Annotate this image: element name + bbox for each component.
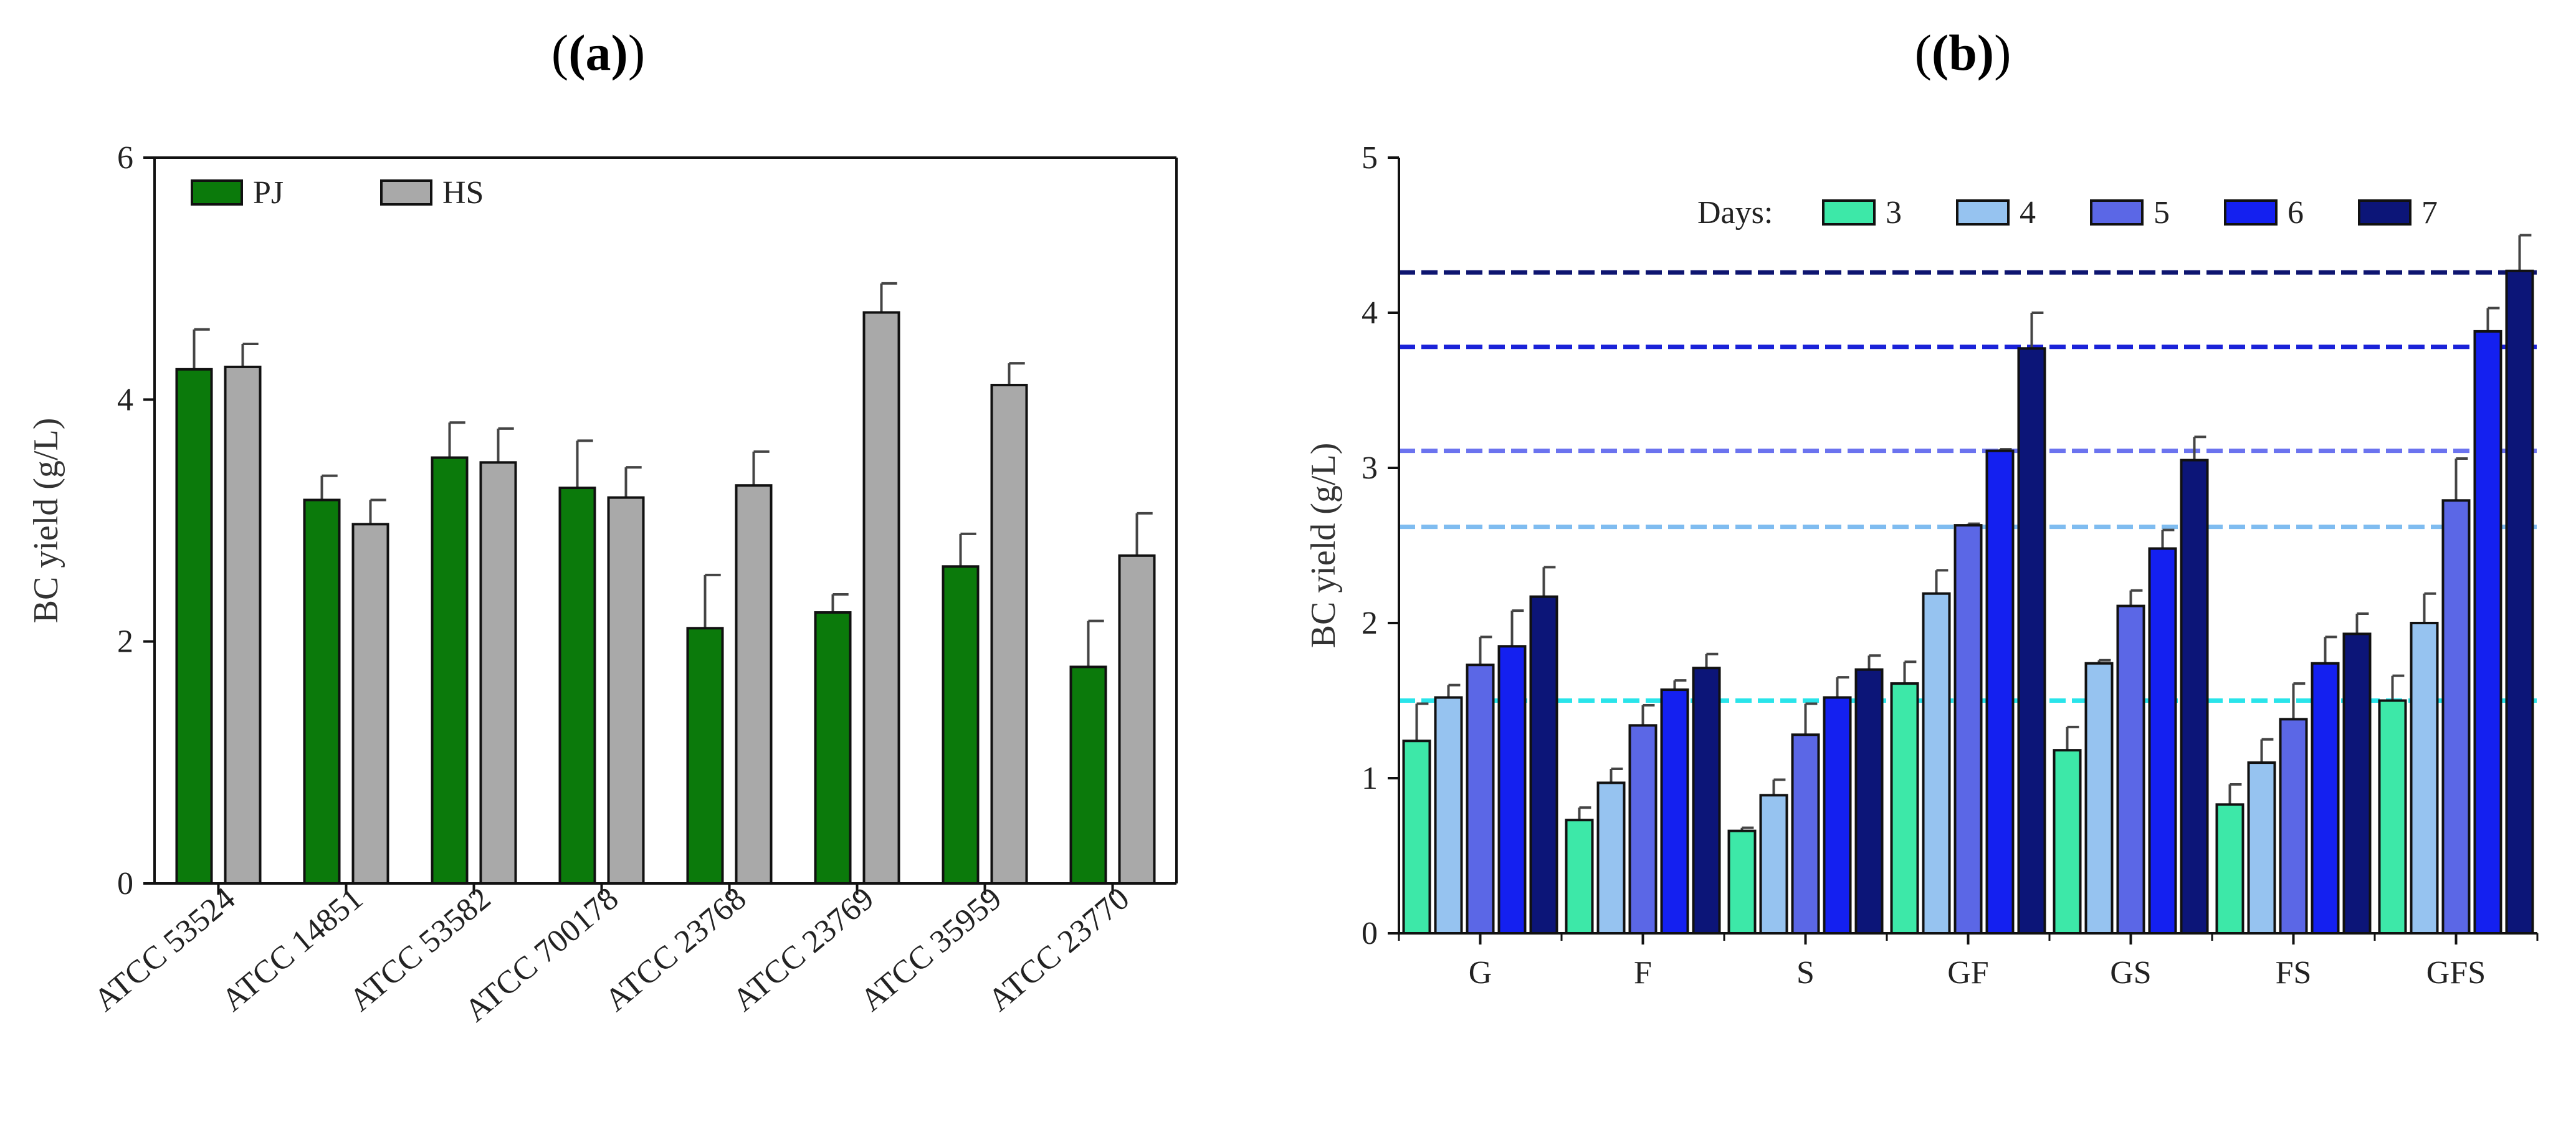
bar-HS-5 [862, 311, 900, 885]
bar-HS-6 [990, 384, 1028, 885]
x-tick-label: ATCC 23769 [726, 881, 880, 1019]
legend-label-3: 3 [1886, 195, 1902, 231]
x-tick-label: GF [1947, 955, 1988, 991]
x-tick-label: ATCC 23770 [981, 881, 1136, 1019]
bar-6-3 [1985, 449, 2015, 935]
x-tick-label: ATCC 35959 [854, 881, 1008, 1019]
y-tick-label: 1 [1362, 761, 1378, 796]
legend-swatch-PJ [191, 179, 243, 206]
bar-4-1 [1596, 781, 1626, 935]
bar-5-5 [2279, 718, 2308, 935]
bar-HS-1 [351, 523, 389, 885]
bar-7-6 [2505, 269, 2534, 935]
bar-6-2 [1823, 696, 1852, 935]
bar-HS-3 [607, 496, 645, 885]
bar-HS-2 [479, 461, 517, 885]
y-tick-label: 0 [117, 866, 133, 902]
bar-3-4 [2053, 749, 2082, 935]
y-tick-label: 0 [1362, 916, 1378, 951]
y-tick-label: 4 [117, 382, 133, 417]
bar-3-2 [1727, 829, 1757, 935]
bar-PJ-0 [175, 368, 213, 885]
legend-swatch-6 [2224, 199, 2278, 226]
bar-5-4 [2116, 604, 2145, 935]
bar-3-6 [2378, 699, 2407, 935]
bar-PJ-7 [1069, 665, 1107, 885]
bar-HS-4 [735, 484, 773, 885]
legend-swatch-3 [1822, 199, 1876, 226]
y-tick-label: 3 [1362, 450, 1378, 486]
legend-label-HS: HS [442, 175, 484, 211]
legend-swatch-4 [1956, 199, 2010, 226]
bar-7-1 [1692, 667, 1721, 935]
y-tick-label: 2 [117, 624, 133, 660]
bar-HS-7 [1118, 554, 1156, 885]
y-tick-label: 2 [1362, 606, 1378, 641]
x-tick-label: FS [2276, 955, 2312, 991]
legend-swatch-HS [380, 179, 432, 206]
legend-label-7: 7 [2421, 195, 2438, 231]
bar-PJ-4 [686, 627, 724, 885]
y-tick-label: 4 [1362, 295, 1378, 331]
legend-label-4: 4 [2020, 195, 2036, 231]
legend-label-PJ: PJ [253, 175, 284, 211]
bar-6-1 [1660, 688, 1689, 935]
bar-3-3 [1890, 682, 1919, 935]
bar-HS-0 [224, 365, 262, 885]
panel-a-letter: (a) [568, 24, 628, 81]
y-tick-label: 6 [117, 140, 133, 176]
x-tick-label: S [1796, 955, 1815, 991]
legend-label-6: 6 [2287, 195, 2304, 231]
bar-6-5 [2311, 662, 2340, 935]
bar-5-6 [2441, 499, 2471, 935]
bar-4-4 [2084, 662, 2114, 935]
x-tick-label: GFS [2426, 955, 2486, 991]
panel-b-letter: (b) [1932, 24, 1994, 81]
x-tick-label: ATCC 14851 [215, 881, 370, 1019]
bar-5-2 [1791, 733, 1820, 935]
legend-swatch-5 [2090, 199, 2144, 226]
panel-a-label: ((a)) [551, 24, 645, 81]
bar-PJ-2 [431, 456, 469, 885]
legend-label-5: 5 [2154, 195, 2170, 231]
x-tick-label: ATCC 53524 [87, 881, 242, 1019]
bar-7-0 [1529, 595, 1558, 935]
y-axis-title: BC yield (g/L) [27, 418, 65, 624]
bar-3-5 [2215, 803, 2244, 935]
bar-6-0 [1497, 645, 1527, 935]
bar-6-4 [2148, 547, 2177, 935]
x-tick-label: F [1634, 955, 1652, 991]
x-tick-label: GS [2110, 955, 2151, 991]
bar-5-0 [1466, 664, 1495, 935]
bar-3-1 [1565, 819, 1594, 935]
bar-4-2 [1759, 794, 1788, 935]
x-tick-label: ATCC 23768 [598, 881, 753, 1019]
x-tick-label: G [1469, 955, 1492, 991]
legend-swatch-7 [2358, 199, 2411, 226]
y-axis-title: BC yield (g/L) [1304, 443, 1343, 649]
bar-5-1 [1628, 724, 1658, 935]
panel-b-label: ((b)) [1915, 24, 2011, 81]
bar-PJ-1 [303, 498, 341, 885]
bar-6-6 [2473, 330, 2502, 935]
bar-7-4 [2180, 459, 2209, 935]
bar-7-5 [2342, 632, 2372, 935]
bar-4-6 [2410, 622, 2439, 935]
bar-3-0 [1402, 740, 1431, 935]
bar-4-5 [2247, 761, 2276, 935]
bar-7-3 [2017, 347, 2046, 935]
bar-5-3 [1953, 524, 1983, 935]
y-tick-label: 5 [1362, 140, 1378, 176]
bar-4-0 [1434, 696, 1463, 935]
legend-title: Days: [1697, 195, 1773, 231]
bar-4-3 [1922, 592, 1951, 935]
bar-PJ-5 [814, 611, 852, 885]
bar-7-2 [1854, 668, 1884, 935]
bar-PJ-6 [942, 565, 980, 885]
bar-PJ-3 [558, 487, 596, 885]
